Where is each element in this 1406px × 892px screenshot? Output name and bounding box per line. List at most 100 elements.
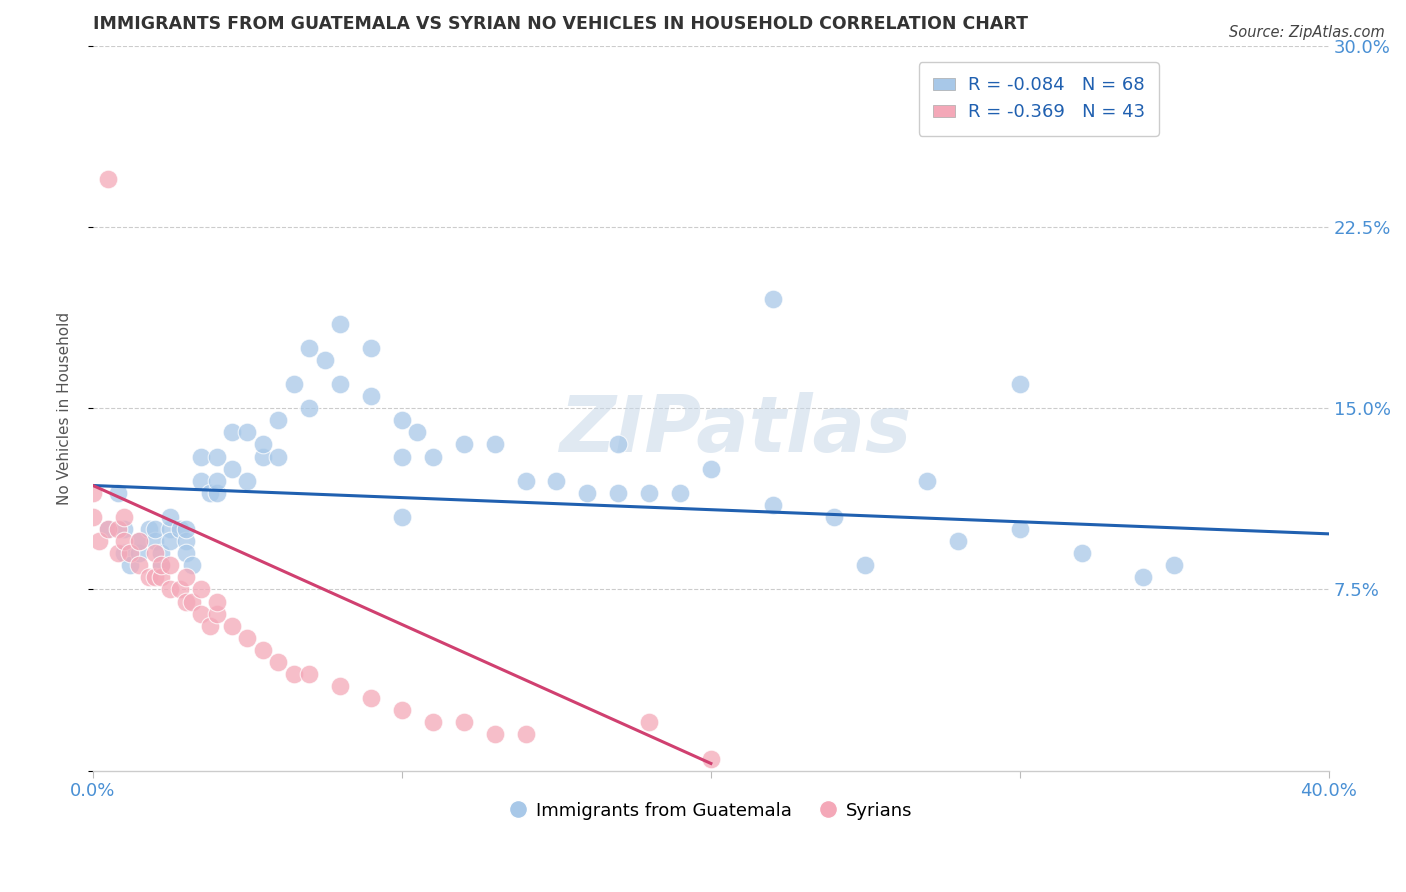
Point bbox=[700, 461, 723, 475]
Point bbox=[360, 691, 382, 706]
Point bbox=[112, 534, 135, 549]
Point bbox=[200, 618, 222, 632]
Point bbox=[283, 667, 305, 681]
Point bbox=[453, 437, 475, 451]
Point bbox=[252, 643, 274, 657]
Point bbox=[149, 546, 172, 560]
Point bbox=[205, 594, 228, 608]
Point bbox=[128, 558, 150, 573]
Point bbox=[169, 522, 191, 536]
Text: ZIPatlas: ZIPatlas bbox=[560, 392, 911, 468]
Point bbox=[205, 485, 228, 500]
Point bbox=[236, 425, 259, 440]
Point bbox=[143, 534, 166, 549]
Point bbox=[200, 485, 222, 500]
Point bbox=[638, 715, 661, 730]
Point bbox=[159, 558, 181, 573]
Point bbox=[149, 558, 172, 573]
Point bbox=[159, 510, 181, 524]
Point bbox=[107, 522, 129, 536]
Point bbox=[298, 401, 321, 416]
Point bbox=[267, 413, 290, 427]
Point bbox=[576, 485, 599, 500]
Point bbox=[143, 570, 166, 584]
Point bbox=[1163, 558, 1185, 573]
Point bbox=[298, 341, 321, 355]
Point bbox=[138, 570, 160, 584]
Point bbox=[484, 437, 506, 451]
Point bbox=[149, 558, 172, 573]
Point bbox=[515, 474, 537, 488]
Point bbox=[143, 546, 166, 560]
Point bbox=[82, 485, 104, 500]
Point bbox=[546, 474, 568, 488]
Point bbox=[174, 534, 197, 549]
Point bbox=[267, 450, 290, 464]
Point bbox=[1008, 522, 1031, 536]
Y-axis label: No Vehicles in Household: No Vehicles in Household bbox=[58, 311, 72, 505]
Point bbox=[283, 377, 305, 392]
Point bbox=[329, 679, 352, 693]
Point bbox=[82, 510, 104, 524]
Point bbox=[180, 558, 202, 573]
Text: Source: ZipAtlas.com: Source: ZipAtlas.com bbox=[1229, 25, 1385, 40]
Point bbox=[120, 546, 142, 560]
Point bbox=[422, 450, 444, 464]
Point bbox=[174, 546, 197, 560]
Point bbox=[120, 558, 142, 573]
Point bbox=[169, 582, 191, 597]
Point bbox=[391, 413, 413, 427]
Point bbox=[112, 546, 135, 560]
Point bbox=[236, 474, 259, 488]
Point bbox=[422, 715, 444, 730]
Point bbox=[915, 474, 938, 488]
Point bbox=[1008, 377, 1031, 392]
Text: IMMIGRANTS FROM GUATEMALA VS SYRIAN NO VEHICLES IN HOUSEHOLD CORRELATION CHART: IMMIGRANTS FROM GUATEMALA VS SYRIAN NO V… bbox=[93, 15, 1028, 33]
Point bbox=[391, 510, 413, 524]
Point bbox=[143, 522, 166, 536]
Point bbox=[190, 450, 212, 464]
Point bbox=[112, 510, 135, 524]
Point bbox=[762, 498, 785, 512]
Point bbox=[453, 715, 475, 730]
Point bbox=[391, 703, 413, 717]
Point bbox=[329, 377, 352, 392]
Point bbox=[298, 667, 321, 681]
Point bbox=[669, 485, 692, 500]
Point bbox=[190, 582, 212, 597]
Point bbox=[1070, 546, 1092, 560]
Point bbox=[252, 437, 274, 451]
Point bbox=[391, 450, 413, 464]
Point bbox=[484, 727, 506, 741]
Point bbox=[128, 534, 150, 549]
Point bbox=[112, 522, 135, 536]
Point bbox=[607, 437, 630, 451]
Point bbox=[221, 461, 243, 475]
Point bbox=[107, 485, 129, 500]
Point bbox=[762, 293, 785, 307]
Point bbox=[221, 618, 243, 632]
Point bbox=[205, 474, 228, 488]
Point bbox=[159, 534, 181, 549]
Point bbox=[267, 655, 290, 669]
Point bbox=[515, 727, 537, 741]
Point bbox=[190, 474, 212, 488]
Point bbox=[174, 594, 197, 608]
Point bbox=[946, 534, 969, 549]
Point bbox=[329, 317, 352, 331]
Point bbox=[607, 485, 630, 500]
Point bbox=[159, 522, 181, 536]
Point bbox=[190, 607, 212, 621]
Point bbox=[360, 389, 382, 403]
Point bbox=[97, 522, 120, 536]
Point bbox=[853, 558, 876, 573]
Point bbox=[128, 546, 150, 560]
Point bbox=[221, 425, 243, 440]
Point bbox=[824, 510, 846, 524]
Legend: Immigrants from Guatemala, Syrians: Immigrants from Guatemala, Syrians bbox=[502, 795, 920, 827]
Point bbox=[205, 607, 228, 621]
Point bbox=[138, 522, 160, 536]
Point bbox=[159, 582, 181, 597]
Point bbox=[205, 450, 228, 464]
Point bbox=[97, 171, 120, 186]
